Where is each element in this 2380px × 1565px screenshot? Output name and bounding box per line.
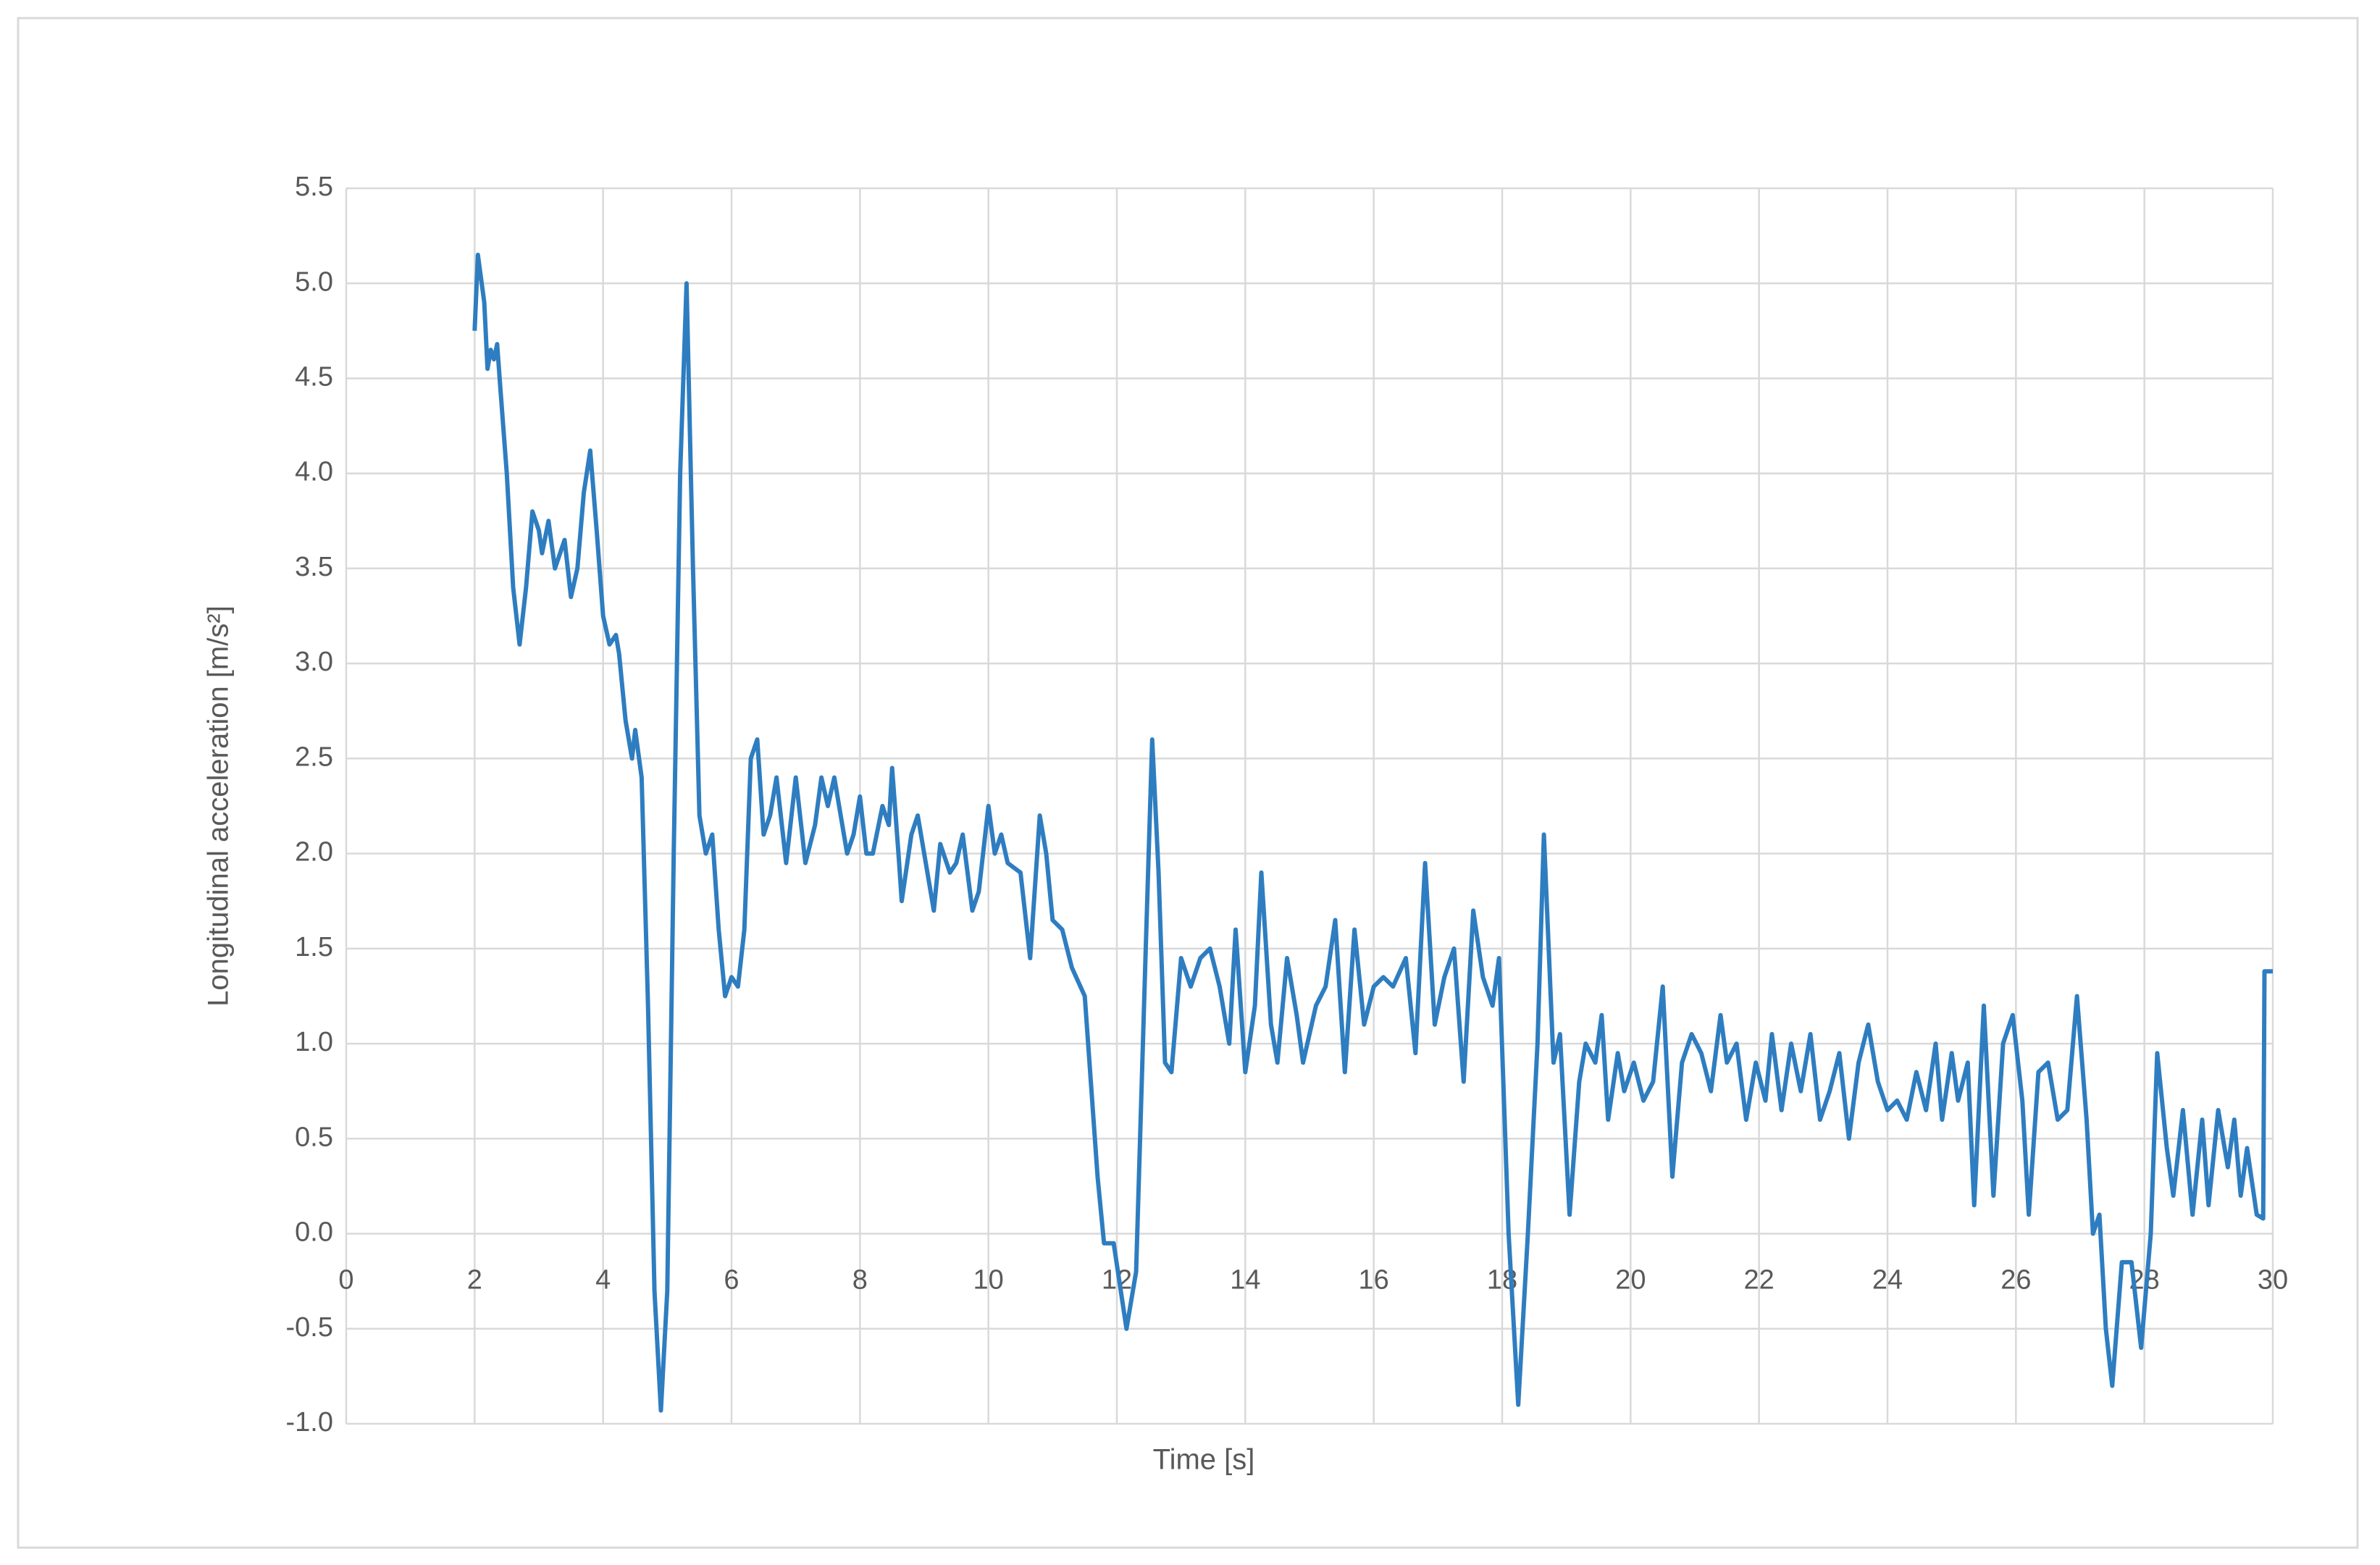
x-tick-label: 8 (852, 1265, 868, 1296)
x-tick-label: 24 (1872, 1265, 1903, 1296)
x-tick-label: 4 (595, 1265, 611, 1296)
y-tick-label: 3.0 (295, 647, 333, 677)
y-tick-label: 4.5 (295, 361, 333, 392)
x-tick-label: 14 (1230, 1265, 1260, 1296)
y-tick-label: 3.5 (295, 552, 333, 582)
y-axis-title: Longitudinal acceleration [m/s²] (203, 605, 235, 1007)
x-tick-label: 2 (467, 1265, 482, 1296)
y-tick-label: 0.0 (295, 1217, 333, 1248)
y-tick-label: 0.5 (295, 1122, 333, 1152)
x-tick-label: 6 (724, 1265, 739, 1296)
x-tick-label: 16 (1359, 1265, 1389, 1296)
x-tick-label: 26 (2000, 1265, 2031, 1296)
y-tick-label: 5.0 (295, 267, 333, 297)
y-tick-label: 2.0 (295, 837, 333, 868)
x-tick-label: 30 (2258, 1265, 2288, 1296)
x-axis-title: Time [s] (1153, 1444, 1255, 1476)
y-tick-label: 1.5 (295, 932, 333, 962)
data-line (472, 252, 2273, 1413)
y-tick-label: -1.0 (286, 1407, 333, 1438)
y-tick-label: 4.0 (295, 457, 333, 487)
y-tick-label: 2.5 (295, 742, 333, 772)
y-tick-label: 1.0 (295, 1027, 333, 1057)
y-tick-label: -0.5 (286, 1312, 333, 1343)
chart-border (17, 17, 2359, 1549)
x-tick-label: 22 (1744, 1265, 1774, 1296)
x-tick-label: 10 (973, 1265, 1004, 1296)
x-tick-label: 20 (1615, 1265, 1646, 1296)
y-tick-label: 5.5 (295, 172, 333, 202)
x-tick-label: 0 (338, 1265, 353, 1296)
